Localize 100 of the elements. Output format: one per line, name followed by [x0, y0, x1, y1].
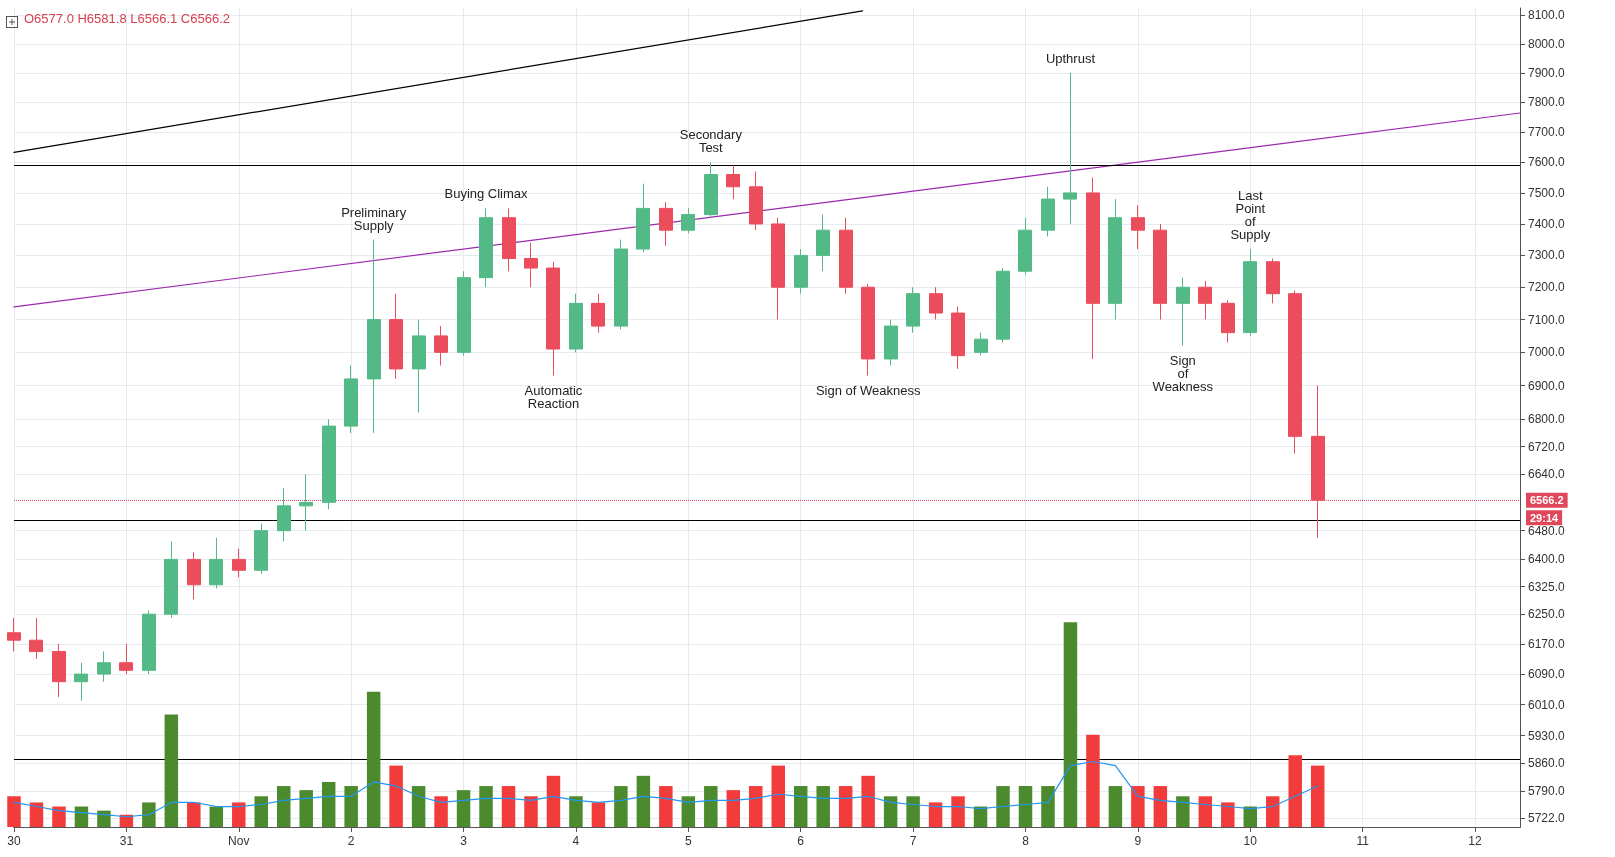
bar [479, 786, 493, 827]
y-tick-label: 6640.0 [1528, 467, 1566, 482]
candlestick [119, 643, 133, 675]
ref-line-label: 6566.2 [1530, 494, 1564, 507]
candlestick [569, 293, 583, 353]
candlestick [29, 617, 43, 660]
candlestick [726, 164, 740, 200]
candlestick [412, 319, 426, 414]
bar [1310, 765, 1325, 827]
bar [861, 775, 875, 827]
bar [187, 802, 201, 827]
bar [1153, 786, 1168, 827]
candlestick [1041, 186, 1055, 237]
candlestick [232, 548, 246, 578]
candlestick [1221, 299, 1235, 343]
bar [1108, 786, 1123, 827]
bar [636, 775, 651, 827]
bar [299, 790, 313, 827]
candlestick [816, 214, 830, 272]
y-tick-label: 7600.0 [1528, 155, 1566, 170]
candlestick [1063, 72, 1077, 225]
candlestick [546, 261, 560, 377]
candlestick [1176, 277, 1190, 347]
candlestick [1153, 223, 1167, 321]
candlestick [434, 325, 448, 367]
candlestick [659, 201, 673, 247]
candlestick [254, 523, 268, 575]
candlestick [74, 662, 88, 702]
candlestick [884, 319, 898, 367]
candlestick [1131, 204, 1145, 250]
bar [276, 786, 291, 827]
candlestick [591, 293, 605, 334]
candlestick [1086, 177, 1100, 360]
bar [321, 781, 336, 827]
bar [411, 786, 426, 827]
y-tick-label: 5860.0 [1528, 756, 1566, 771]
bar [1131, 786, 1145, 827]
candlestick [681, 207, 695, 234]
x-tick-label: 12 [1468, 834, 1483, 848]
x-tick-label: 10 [1243, 834, 1258, 848]
y-tick-label: 7200.0 [1528, 280, 1566, 295]
annotation: O6577.0 H6581.8 L6566.1 C6566.2 [24, 11, 231, 26]
x-tick-label: 3 [460, 834, 468, 848]
candlestick [524, 242, 538, 288]
annotation: Preliminary Supply [341, 204, 407, 233]
bar [1018, 786, 1033, 827]
bar [749, 786, 763, 827]
y-tick-label: 5790.0 [1528, 783, 1566, 798]
bar [254, 796, 268, 827]
candlestick [97, 650, 111, 683]
candlestick [1288, 289, 1302, 455]
candlestick [771, 217, 785, 321]
candlestick [164, 540, 178, 619]
annotation: Automatic Reaction [524, 382, 583, 411]
y-tick-label: 6170.0 [1528, 636, 1566, 651]
bar [456, 790, 471, 827]
bar [209, 806, 224, 827]
bar [1288, 755, 1302, 827]
y-tick-label: 6250.0 [1528, 607, 1566, 622]
y-tick-label: 7700.0 [1528, 125, 1566, 140]
candlestick [479, 207, 493, 288]
bar [771, 765, 785, 827]
candlestick [389, 293, 403, 380]
annotation: Buying Climax [444, 186, 529, 202]
candlestick [974, 332, 988, 357]
y-tick-label: 6480.0 [1528, 523, 1566, 538]
bar [501, 786, 516, 827]
bar [1041, 786, 1055, 827]
bar [232, 802, 246, 827]
candlestick [344, 365, 358, 434]
bar [838, 786, 853, 827]
text: 29:14 [1530, 511, 1560, 524]
bar [883, 796, 898, 827]
bar [1221, 802, 1235, 827]
candlestick [929, 286, 943, 321]
candlestick [457, 270, 471, 357]
candlestick [704, 161, 718, 219]
y-tick-label: 5722.0 [1528, 811, 1566, 826]
bar [546, 775, 561, 827]
candlestick [906, 286, 920, 334]
y-tick-label: 7100.0 [1528, 312, 1566, 327]
y-tick-label: 6090.0 [1528, 667, 1566, 682]
y-tick-label: 5930.0 [1528, 728, 1566, 743]
bar [726, 790, 741, 827]
candlestick [322, 418, 336, 510]
y-tick-label: 7300.0 [1528, 248, 1566, 263]
bar [434, 796, 448, 827]
bar [816, 786, 830, 827]
candlestick [794, 248, 808, 295]
candlestick [614, 239, 628, 330]
candlestick [502, 207, 516, 272]
bar [1266, 796, 1280, 827]
candlestick [1108, 198, 1122, 321]
y-tick-label: 6010.0 [1528, 697, 1566, 712]
candlestick [1266, 258, 1280, 304]
bar [524, 796, 538, 827]
candlestick [187, 551, 201, 600]
x-tick-label: 8 [1022, 834, 1030, 848]
candlestick [636, 183, 650, 253]
x-tick-label: 30 [7, 834, 21, 848]
